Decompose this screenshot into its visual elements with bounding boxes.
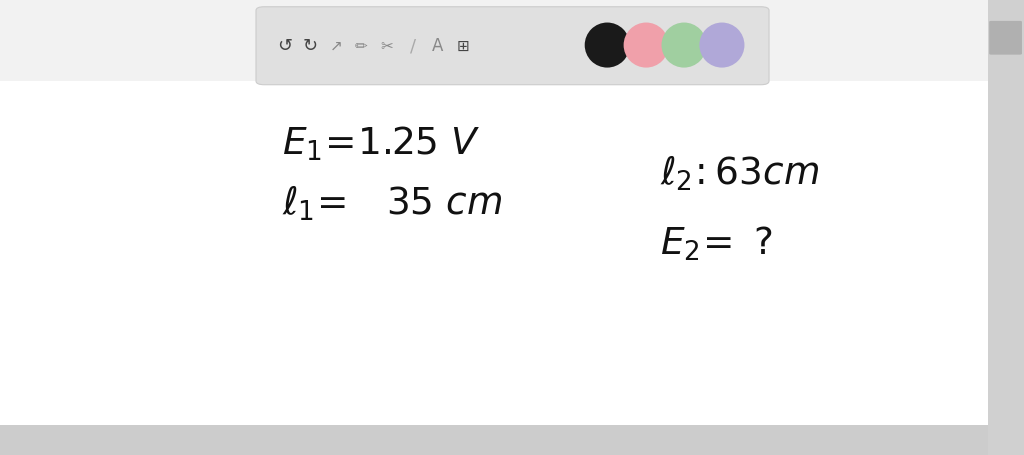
Text: $\mathit{\ell}_1\!=\!\ \ \ 35\ cm$: $\mathit{\ell}_1\!=\!\ \ \ 35\ cm$ — [282, 183, 502, 222]
Text: ↻: ↻ — [303, 37, 317, 55]
FancyBboxPatch shape — [0, 425, 988, 455]
Ellipse shape — [699, 24, 744, 68]
FancyBboxPatch shape — [988, 0, 1024, 455]
Text: /: / — [410, 37, 416, 55]
Text: ↺: ↺ — [278, 37, 292, 55]
Ellipse shape — [624, 24, 669, 68]
FancyBboxPatch shape — [256, 8, 769, 86]
FancyBboxPatch shape — [0, 0, 988, 82]
Text: ↗: ↗ — [330, 39, 342, 53]
Ellipse shape — [662, 24, 707, 68]
Ellipse shape — [585, 24, 630, 68]
Text: A: A — [431, 37, 443, 55]
Text: ⊞: ⊞ — [457, 39, 469, 53]
FancyBboxPatch shape — [0, 82, 988, 425]
Text: $\mathit{E}_1\!=\!1.25\ V$: $\mathit{E}_1\!=\!1.25\ V$ — [282, 124, 480, 162]
Text: $\mathit{E}_2\!=\ ?$: $\mathit{E}_2\!=\ ?$ — [660, 224, 773, 263]
FancyBboxPatch shape — [989, 22, 1022, 56]
Text: ✂: ✂ — [381, 39, 393, 53]
Text: ✏: ✏ — [355, 39, 368, 53]
Text: $\mathit{\ell}_2\!:63cm$: $\mathit{\ell}_2\!:63cm$ — [660, 153, 819, 192]
